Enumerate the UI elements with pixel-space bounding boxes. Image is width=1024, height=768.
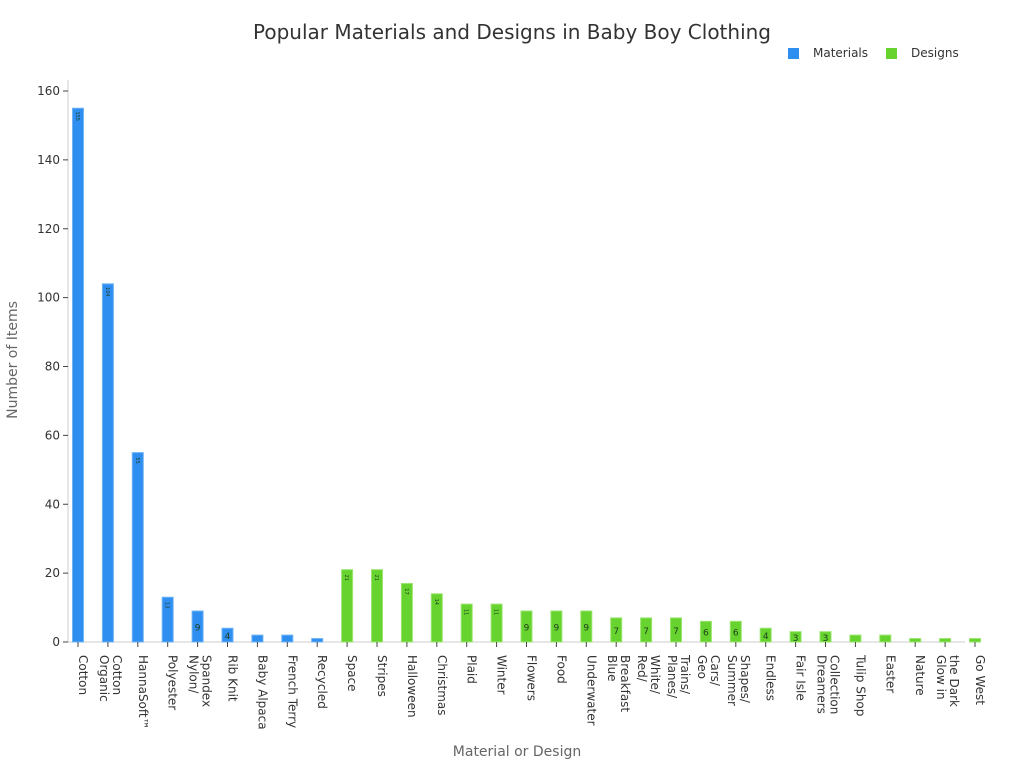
legend-label-designs: Designs (911, 46, 959, 60)
x-tick-label: Blue (605, 655, 619, 682)
x-tick-label: Cotton (76, 655, 90, 695)
bar-value-label: 9 (524, 624, 530, 634)
x-tick-label: Winter (495, 655, 509, 695)
x-tick-label: Shapes/ (738, 655, 752, 704)
x-tick-label: Go West (973, 655, 987, 705)
y-tick-label: 80 (45, 360, 60, 374)
bar[interactable] (131, 452, 144, 643)
x-tick-label: Recycled (315, 655, 329, 709)
y-tick-label: 160 (37, 84, 60, 98)
bar-value-label: 9 (583, 624, 589, 634)
x-tick-label: Polyester (166, 655, 180, 710)
bar-value-label: 7 (673, 627, 679, 637)
x-tick-label: Dreamers (815, 655, 829, 714)
bar-value-label: 9 (554, 624, 560, 634)
legend-label-materials: Materials (813, 46, 869, 60)
bar-value-label: 55 (134, 457, 140, 463)
bar-value-label: 155 (74, 111, 80, 121)
bar[interactable] (281, 634, 294, 643)
x-tick-label: Easter (883, 655, 897, 693)
x-tick-label: Rib Knit (226, 655, 240, 702)
x-tick-label: White/ (648, 655, 662, 695)
bar-value-label: 3 (793, 634, 799, 644)
bar-value-label: 104 (104, 287, 110, 297)
bar[interactable] (251, 634, 264, 643)
bar-value-label: 3 (823, 634, 829, 644)
bar-value-label: 7 (643, 627, 649, 637)
x-tick-label: Stripes (375, 655, 389, 697)
x-tick-label: Plaid (465, 655, 479, 684)
x-tick-label: Spandex (200, 655, 214, 707)
bar-value-label: 9 (195, 624, 201, 634)
y-tick-label: 120 (37, 222, 60, 236)
x-tick-label: Nature (913, 655, 927, 696)
y-tick-label: 0 (52, 635, 60, 649)
bar-value-label: 13 (164, 602, 170, 608)
x-tick-label: Flowers (525, 655, 539, 701)
x-tick-label: Cotton (110, 655, 124, 695)
x-tick-label: Breakfast (618, 655, 632, 712)
x-tick-label: Tulip Shop (853, 654, 867, 716)
x-tick-label: Halloween (405, 655, 419, 718)
y-tick-label: 140 (37, 153, 60, 167)
y-tick-label: 40 (45, 497, 60, 511)
legend-swatch-designs (886, 47, 898, 59)
chart-title: Popular Materials and Designs in Baby Bo… (253, 20, 771, 44)
x-tick-label: French Terry (285, 655, 299, 728)
bar-value-label: 17 (403, 588, 409, 594)
x-tick-label: Organic (97, 655, 111, 702)
x-tick-label: Glow in (934, 655, 948, 700)
bar-value-label: 7 (613, 627, 619, 637)
bar[interactable] (969, 638, 981, 643)
bar-value-label: 21 (373, 574, 379, 580)
bar-value-label: 4 (225, 632, 231, 642)
legend-item-materials[interactable]: Materials (788, 46, 868, 60)
bar-value-label: 14 (433, 599, 439, 605)
bar-value-label: 6 (703, 629, 709, 639)
x-tick-label: Summer (725, 655, 739, 706)
bar[interactable] (72, 107, 84, 643)
legend-swatch-materials (788, 47, 799, 59)
y-axis-label: Number of Items (5, 301, 21, 419)
bar-value-label: 11 (463, 609, 469, 615)
x-tick-label: Geo (695, 655, 709, 679)
x-tick-label: Baby Alpaca (255, 655, 269, 730)
x-tick-label: Cars/ (708, 655, 722, 687)
legend-item-designs[interactable]: Designs (886, 46, 959, 60)
x-tick-label: Trains/ (678, 654, 692, 695)
x-tick-label: Space (345, 655, 359, 692)
bar[interactable] (311, 638, 324, 643)
x-tick-label: Planes/ (665, 655, 679, 699)
x-tick-label: Fair Isle (794, 655, 808, 701)
x-tick-label: the Dark (947, 655, 961, 707)
x-tick-label: Endless (764, 655, 778, 701)
x-tick-label: Collection (828, 655, 842, 714)
x-tick-label: Food (554, 655, 568, 684)
bar-value-label: 4 (763, 632, 769, 642)
bar-value-label: 6 (733, 629, 739, 639)
x-tick-label: Nylon/ (187, 655, 201, 694)
bar[interactable] (939, 638, 952, 643)
legend: Materials Designs (788, 46, 977, 60)
x-tick-label: Christmas (435, 655, 449, 716)
x-tick-label: Underwater (584, 655, 598, 726)
bar-value-label: 21 (343, 574, 349, 580)
x-tick-label: Red/ (635, 655, 649, 683)
y-tick-label: 60 (45, 428, 60, 442)
bar-value-label: 11 (493, 609, 499, 615)
y-tick-label: 20 (45, 566, 60, 580)
x-tick-label: HannaSoft™ (136, 655, 150, 730)
y-tick-label: 100 (37, 291, 60, 305)
bar[interactable] (879, 634, 892, 643)
bar[interactable] (849, 634, 862, 643)
bar[interactable] (909, 638, 922, 643)
bar[interactable] (101, 283, 114, 643)
x-axis-label: Material or Design (453, 744, 581, 760)
